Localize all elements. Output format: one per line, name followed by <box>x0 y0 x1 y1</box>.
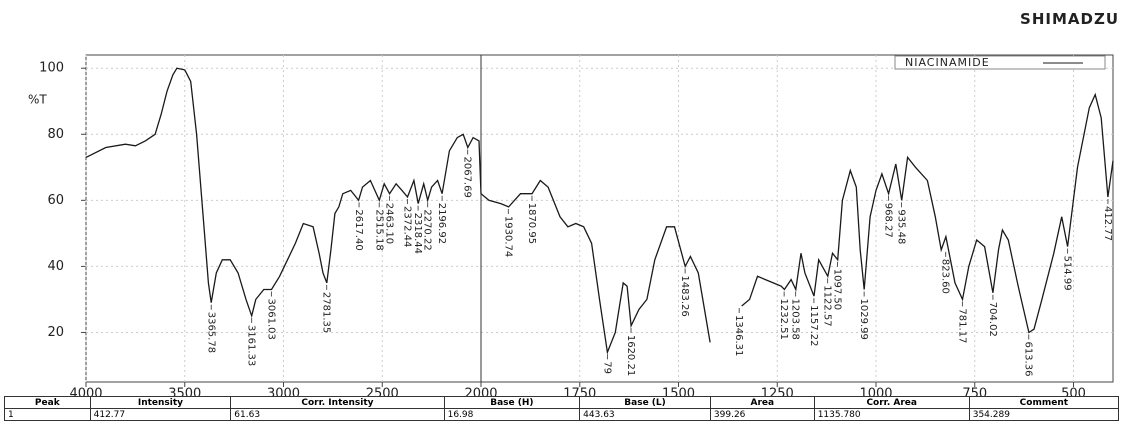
peak-label: 2196.92 <box>436 203 447 244</box>
peak-label: 1122.57 <box>822 285 833 326</box>
peak-label: 823.60 <box>940 259 951 294</box>
header-cell: Base (H) <box>443 396 581 409</box>
header-cell: Base (L) <box>579 396 711 409</box>
table-cell: 16.98 <box>443 408 581 421</box>
peak-label: 1097.50 <box>831 269 842 310</box>
table-cell: 61.63 <box>230 408 445 421</box>
x-tick-label: 500 <box>1061 387 1086 397</box>
peak-label: 514.99 <box>1062 256 1073 291</box>
peak-label: 2067.69 <box>462 156 473 197</box>
peak-label: 1029.99 <box>858 299 869 340</box>
peak-label: 613.36 <box>1023 341 1034 376</box>
y-tick-label: 80 <box>47 127 64 142</box>
header-cell: Corr. Intensity <box>230 396 445 409</box>
peak-label: 2270.22 <box>422 209 433 250</box>
peak-label: 1203.58 <box>790 299 801 340</box>
peak-label: 968.27 <box>883 203 894 238</box>
x-tick-label: 2000 <box>464 387 497 397</box>
peak-label: 781.17 <box>956 308 967 343</box>
peak-label: 935.48 <box>895 209 906 244</box>
peak-label: 1157.22 <box>808 305 819 346</box>
chart: %T cm-1 20406080100400035003000250020001… <box>28 54 1114 397</box>
table-cell: 1135.780 <box>813 408 970 421</box>
y-tick-label: 100 <box>39 61 64 76</box>
peak-label: 2515.18 <box>373 209 384 250</box>
y-tick-label: 40 <box>47 259 64 274</box>
peak-label: 3161.33 <box>246 325 257 366</box>
header-cell: Intensity <box>89 396 232 409</box>
peak-label: 2463.10 <box>384 203 395 244</box>
header-cell: Area <box>709 396 815 409</box>
x-tick-label: 1500 <box>662 387 695 397</box>
x-tick-label: 3000 <box>267 387 300 397</box>
peak-label: 2781.35 <box>321 292 332 333</box>
header-cell: Peak <box>4 396 91 409</box>
peak-table: Peak Intensity Corr. Intensity Base (H) Base… <box>4 396 1120 421</box>
x-tick-label: 4000 <box>69 387 102 397</box>
table-cell: 399.26 <box>709 408 815 421</box>
x-tick-label: 3500 <box>168 387 201 397</box>
x-tick-label: 1250 <box>761 387 794 397</box>
x-tick-label: 1750 <box>563 387 596 397</box>
table-cell: 354.289 <box>968 408 1120 421</box>
table-cell: 412.77 <box>89 408 232 421</box>
peak-label: 2372.44 <box>401 206 412 247</box>
plot-frame <box>85 54 1114 383</box>
legend-label: NIACINAMIDE <box>905 56 990 69</box>
peak-label: 1346.31 <box>733 315 744 356</box>
x-tick-label: 2500 <box>366 387 399 397</box>
peak-label: 1483.26 <box>679 275 690 316</box>
spectrum-line <box>85 67 1114 355</box>
peak-label: 704.02 <box>987 302 998 337</box>
header-cell: Comment <box>968 396 1120 409</box>
peak-label: 3365.78 <box>205 312 216 353</box>
table-cell: 443.63 <box>579 408 711 421</box>
peak-label: 2318.44 <box>412 213 423 254</box>
header-cell: Corr. Area <box>813 396 970 409</box>
peak-label: 412.77 <box>1102 206 1113 241</box>
table-cell: 1 <box>4 408 91 421</box>
peak-label: 1620.21 <box>625 335 636 376</box>
legend-box <box>894 55 1106 70</box>
table-row: 1 412.77 61.63 16.98 443.63 399.26 1135.780 354… <box>4 408 1120 421</box>
y-axis-label: %T <box>28 93 47 107</box>
peak-label: 1930.74 <box>502 216 513 257</box>
peak-label: 1232.51 <box>778 299 789 340</box>
y-tick-label: 20 <box>47 325 64 340</box>
x-tick-label: 750 <box>962 387 987 397</box>
peak-label: 1870.95 <box>526 203 537 244</box>
x-tick-label: 1000 <box>859 387 892 397</box>
y-tick-label: 60 <box>47 193 64 208</box>
brand-logo: SHIMADZU <box>1020 10 1119 28</box>
peak-label: 2617.40 <box>353 209 364 250</box>
peak-label: 3061.03 <box>265 299 276 340</box>
peak-label: 79 <box>601 361 612 374</box>
